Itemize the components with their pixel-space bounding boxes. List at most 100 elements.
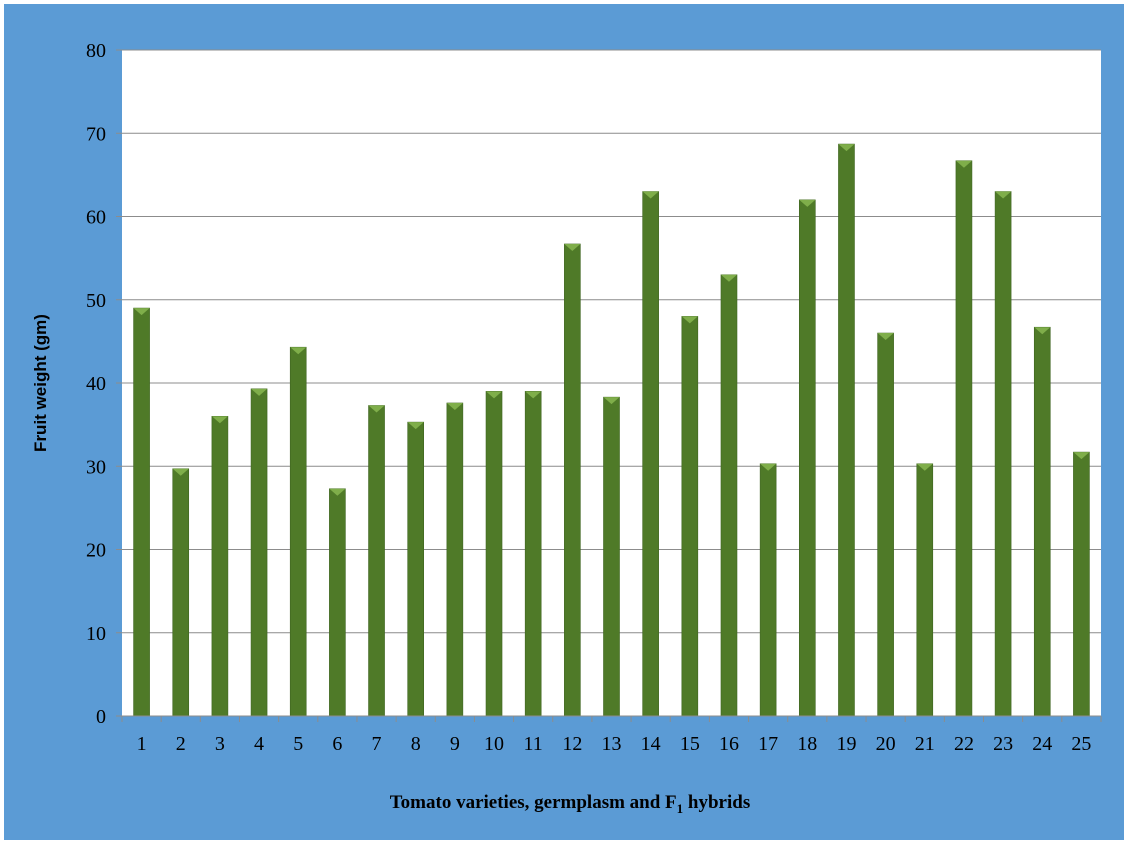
bar-body xyxy=(838,143,855,717)
bar-top-bevel xyxy=(916,463,933,471)
x-tick-label: 16 xyxy=(719,733,739,755)
bar-body xyxy=(289,346,307,717)
x-tick-label: 2 xyxy=(176,733,186,755)
bar-top-bevel xyxy=(1073,452,1090,460)
bar-top-bevel xyxy=(211,416,228,424)
bar xyxy=(524,391,542,717)
bar-body xyxy=(407,421,425,717)
bar xyxy=(798,199,816,717)
bar xyxy=(916,463,934,717)
y-tick-label: 80 xyxy=(86,40,106,62)
bar-top-bevel xyxy=(525,391,542,399)
bar-top-bevel xyxy=(290,347,307,355)
x-tick-label: 23 xyxy=(993,733,1013,755)
x-tick-label: 8 xyxy=(411,733,421,755)
x-tick-label: 1 xyxy=(137,733,147,755)
x-tick-label: 24 xyxy=(1032,733,1052,755)
bar-body xyxy=(955,160,973,717)
y-tick-label: 50 xyxy=(86,290,106,312)
y-axis-ticks: 0 10 20 30 40 50 60 70 80 xyxy=(86,40,122,728)
bar xyxy=(564,243,581,717)
x-tick-label: 10 xyxy=(484,733,504,755)
bar-top-bevel xyxy=(838,144,855,152)
bar xyxy=(211,415,229,717)
x-axis-label: Tomato varieties, germplasm and F1 hybri… xyxy=(390,792,750,816)
x-tick-label: 19 xyxy=(836,733,856,755)
chart-frame: 0 10 20 30 40 50 60 70 80 1 2 3 4 5 6 7 8 9 10 11 12 13 14 15 1… xyxy=(4,4,1124,840)
y-tick-label: 10 xyxy=(86,623,106,645)
bar-body xyxy=(329,488,346,717)
bar-top-bevel xyxy=(760,463,777,471)
bar-top-bevel xyxy=(603,397,620,405)
x-tick-label: 22 xyxy=(954,733,974,755)
bar-top-bevel xyxy=(955,160,972,168)
bar-body xyxy=(250,388,268,717)
bar-top-bevel xyxy=(329,488,346,496)
bar-body xyxy=(798,199,816,717)
bar-top-bevel xyxy=(720,274,737,282)
bar-body xyxy=(446,402,464,717)
bar xyxy=(133,307,150,717)
x-tick-label: 6 xyxy=(332,733,342,755)
bar-body xyxy=(524,391,542,717)
bar-top-bevel xyxy=(133,308,150,316)
bar xyxy=(681,316,699,717)
x-axis-ticks: 1 2 3 4 5 6 7 8 9 10 11 12 13 14 15 16 17 18 19 20 21 22 23 24 2… xyxy=(121,716,1102,755)
bar-body xyxy=(603,396,620,717)
bar-body xyxy=(916,463,934,717)
x-tick-label: 18 xyxy=(797,733,817,755)
x-tick-label: 15 xyxy=(680,733,700,755)
bar xyxy=(172,468,190,717)
bar-body xyxy=(877,332,894,717)
bar-top-bevel xyxy=(681,316,698,324)
bar-top-bevel xyxy=(995,191,1012,199)
y-tick-label: 70 xyxy=(86,123,106,145)
bar-body xyxy=(759,463,777,717)
bar-body xyxy=(1073,451,1090,717)
x-tick-label: 11 xyxy=(524,733,543,755)
bar xyxy=(759,463,777,717)
x-tick-label: 14 xyxy=(641,733,661,755)
bar xyxy=(485,391,503,717)
bar xyxy=(994,191,1012,717)
x-tick-label: 3 xyxy=(215,733,225,755)
y-tick-label: 30 xyxy=(86,456,106,478)
bar xyxy=(329,488,346,717)
bar-body xyxy=(642,191,659,717)
x-tick-label: 12 xyxy=(562,733,582,755)
x-tick-label: 4 xyxy=(254,733,264,755)
y-tick-label: 20 xyxy=(86,540,106,562)
bar-body xyxy=(1033,326,1051,717)
bar-top-bevel xyxy=(642,191,659,199)
bar xyxy=(250,388,268,717)
bar-body xyxy=(681,316,699,717)
bar xyxy=(642,191,659,717)
y-tick-label: 60 xyxy=(86,207,106,229)
bar xyxy=(1033,326,1051,717)
bar xyxy=(446,402,464,717)
bar-body xyxy=(211,415,229,717)
bar-body xyxy=(133,307,150,717)
x-tick-label: 25 xyxy=(1071,733,1091,755)
bar-top-bevel xyxy=(251,388,268,396)
bar-top-bevel xyxy=(1034,327,1051,335)
bar xyxy=(407,421,425,717)
x-tick-label: 9 xyxy=(450,733,460,755)
x-tick-label: 13 xyxy=(602,733,622,755)
bar-top-bevel xyxy=(172,468,189,476)
bar xyxy=(955,160,973,717)
bar xyxy=(603,396,620,717)
bar-top-bevel xyxy=(799,199,816,207)
bar-top-bevel xyxy=(564,243,581,251)
bar xyxy=(368,405,385,717)
x-tick-label: 20 xyxy=(876,733,896,755)
bar-top-bevel xyxy=(446,402,463,410)
x-tick-label: 21 xyxy=(915,733,935,755)
x-tick-label: 17 xyxy=(758,733,778,755)
x-tick-label: 7 xyxy=(372,733,382,755)
bar-top-bevel xyxy=(877,333,894,341)
x-tick-label: 5 xyxy=(293,733,303,755)
bar xyxy=(289,346,307,717)
bar-body xyxy=(564,243,581,717)
